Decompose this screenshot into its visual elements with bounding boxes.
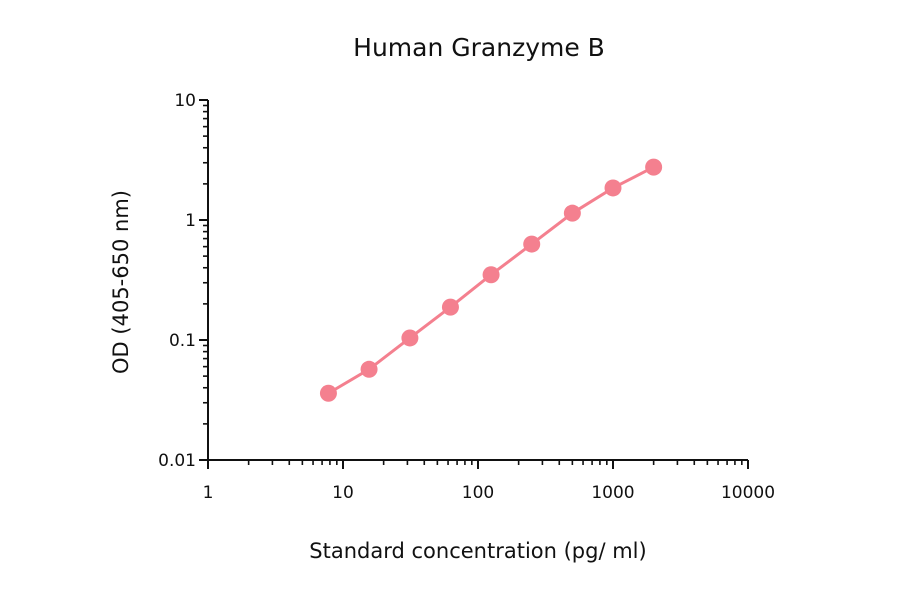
data-point [360,360,378,378]
data-point [523,235,541,253]
x-tick-label: 1 [203,483,214,503]
x-axis-label: Standard concentration (pg/ ml) [309,539,646,563]
data-points [319,158,663,402]
y-tick-label: 1 [185,211,196,231]
chart-title: Human Granzyme B [353,33,605,62]
y-tick-label: 10 [174,91,196,111]
x-tick-label: 10 [332,483,354,503]
y-axis-label: OD (405-650 nm) [109,190,133,374]
data-point [319,384,337,402]
x-tick-label: 100 [462,483,494,503]
data-point [645,158,663,176]
x-axis: 1 10 100 1000 10000 [202,459,775,503]
y-tick-label: 0.1 [169,331,196,351]
data-point [441,298,459,316]
data-point [604,179,622,197]
y-axis: 0.01 0.1 1 10 [158,91,209,471]
x-tick-label: 10000 [721,483,775,503]
data-point [401,329,419,347]
data-point [482,266,500,284]
data-point [563,204,581,222]
y-tick-label: 0.01 [158,451,196,471]
x-tick-label: 1000 [591,483,634,503]
